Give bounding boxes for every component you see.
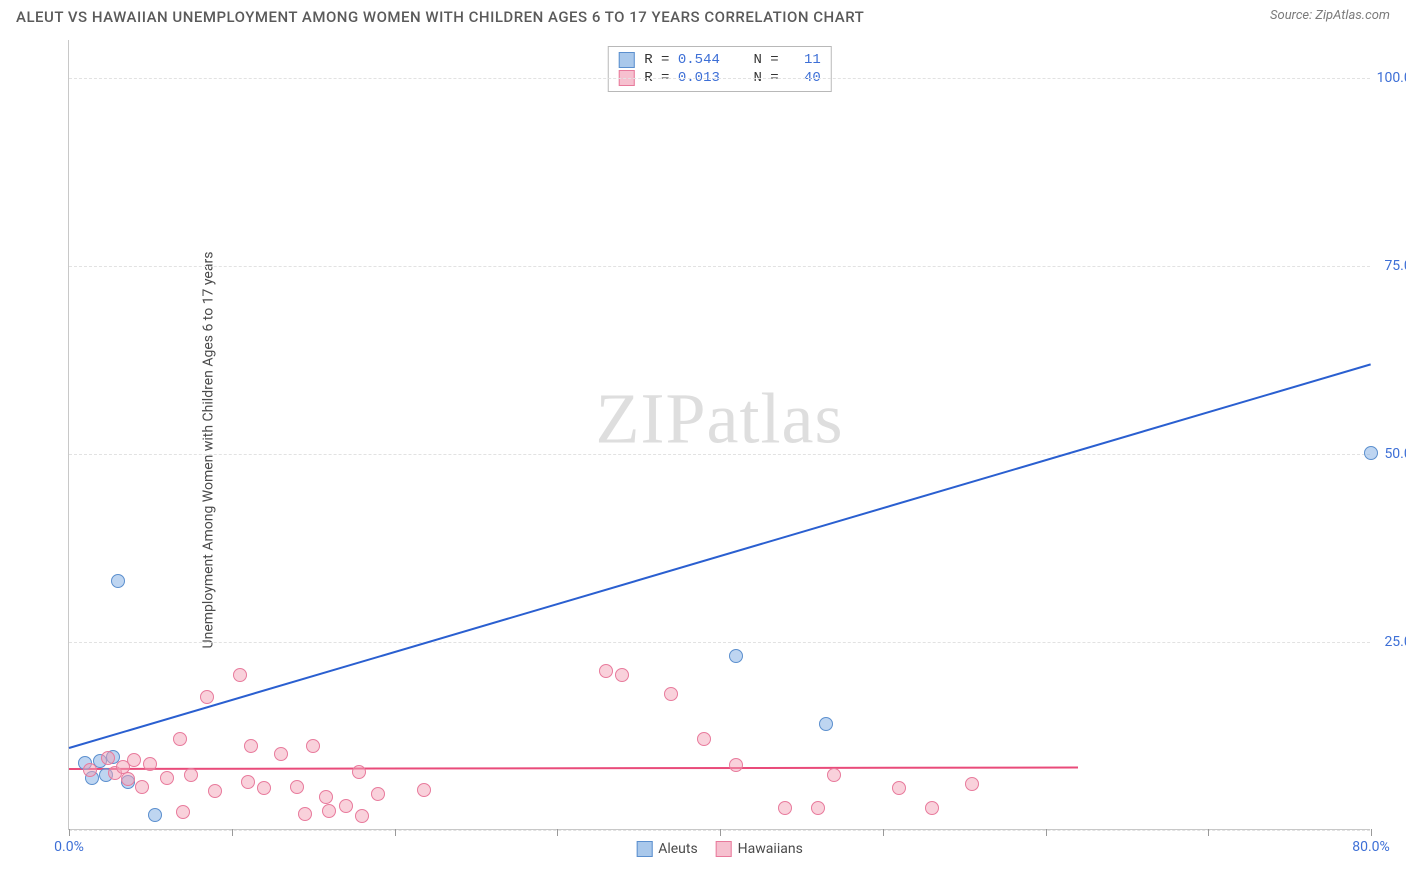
gridline-h	[69, 78, 1370, 79]
data-point-hawaiians	[274, 747, 288, 761]
data-point-aleuts	[819, 717, 833, 731]
data-point-hawaiians	[352, 765, 366, 779]
data-point-hawaiians	[371, 787, 385, 801]
data-point-hawaiians	[200, 690, 214, 704]
legend-swatch-hawaiians	[716, 841, 732, 857]
data-point-hawaiians	[160, 771, 174, 785]
stat-text-aleut: R = 0.544 N = 11	[644, 52, 821, 68]
data-point-hawaiians	[892, 781, 906, 795]
gridline-h	[69, 454, 1370, 455]
xtick-mark	[1371, 829, 1372, 836]
data-point-hawaiians	[173, 732, 187, 746]
legend-label-hawaiians: Hawaiians	[738, 841, 803, 857]
data-point-hawaiians	[811, 801, 825, 815]
plot-area: ZIPatlas R = 0.544 N = 11 R = 0.013	[68, 40, 1370, 830]
trend-line-hawaiians	[69, 767, 1078, 771]
legend-bottom: Aleuts Hawaiians	[636, 841, 803, 857]
data-point-hawaiians	[233, 668, 247, 682]
legend-item-hawaiians: Hawaiians	[716, 841, 803, 857]
chart-title: ALEUT VS HAWAIIAN UNEMPLOYMENT AMONG WOM…	[16, 8, 864, 26]
xtick-mark	[883, 829, 884, 836]
data-point-hawaiians	[729, 758, 743, 772]
data-point-hawaiians	[143, 757, 157, 771]
data-point-hawaiians	[827, 768, 841, 782]
data-point-hawaiians	[355, 809, 369, 823]
data-point-hawaiians	[965, 777, 979, 791]
xtick-mark	[69, 829, 70, 836]
xtick-label: 80.0%	[1352, 839, 1390, 855]
data-point-aleuts	[148, 808, 162, 822]
stat-n-label: N =	[754, 52, 779, 68]
chart-header: ALEUT VS HAWAIIAN UNEMPLOYMENT AMONG WOM…	[0, 0, 1406, 30]
data-point-hawaiians	[925, 801, 939, 815]
ytick-label: 25.0%	[1384, 634, 1406, 650]
data-point-aleuts	[1364, 446, 1378, 460]
xtick-mark	[395, 829, 396, 836]
chart-source: Source: ZipAtlas.com	[1270, 8, 1390, 23]
data-point-hawaiians	[135, 780, 149, 794]
data-point-hawaiians	[417, 783, 431, 797]
data-point-hawaiians	[290, 780, 304, 794]
stat-n-value-aleut: 11	[804, 52, 821, 68]
stat-row-aleut: R = 0.544 N = 11	[618, 51, 821, 69]
chart-container: Unemployment Among Women with Children A…	[50, 40, 1390, 860]
data-point-hawaiians	[778, 801, 792, 815]
data-point-hawaiians	[664, 687, 678, 701]
ytick-label: 100.0%	[1377, 70, 1406, 86]
watermark: ZIPatlas	[596, 377, 844, 460]
data-point-hawaiians	[127, 753, 141, 767]
data-point-hawaiians	[101, 751, 115, 765]
stat-swatch-aleut	[618, 52, 634, 68]
xtick-label: 0.0%	[54, 839, 84, 855]
data-point-hawaiians	[697, 732, 711, 746]
data-point-hawaiians	[322, 804, 336, 818]
watermark-zip: ZIP	[596, 378, 707, 458]
data-point-hawaiians	[339, 799, 353, 813]
watermark-atlas: atlas	[707, 378, 844, 458]
gridline-h	[69, 642, 1370, 643]
data-point-hawaiians	[184, 768, 198, 782]
stat-r-value-aleut: 0.544	[678, 52, 720, 68]
data-point-hawaiians	[208, 784, 222, 798]
data-point-hawaiians	[244, 739, 258, 753]
trend-line-aleuts	[69, 364, 1372, 750]
data-point-hawaiians	[257, 781, 271, 795]
data-point-hawaiians	[241, 775, 255, 789]
data-point-hawaiians	[306, 739, 320, 753]
xtick-mark	[232, 829, 233, 836]
xtick-mark	[720, 829, 721, 836]
data-point-hawaiians	[83, 763, 97, 777]
legend-label-aleuts: Aleuts	[658, 841, 697, 857]
xtick-mark	[1208, 829, 1209, 836]
data-point-aleuts	[111, 574, 125, 588]
ytick-label: 75.0%	[1384, 258, 1406, 274]
data-point-hawaiians	[298, 807, 312, 821]
xtick-mark	[557, 829, 558, 836]
ytick-label: 50.0%	[1384, 446, 1406, 462]
data-point-hawaiians	[615, 668, 629, 682]
data-point-hawaiians	[319, 790, 333, 804]
xtick-mark	[1046, 829, 1047, 836]
data-point-hawaiians	[599, 664, 613, 678]
gridline-h	[69, 266, 1370, 267]
stat-box: R = 0.544 N = 11 R = 0.013 N = 40	[607, 46, 832, 92]
data-point-hawaiians	[176, 805, 190, 819]
legend-swatch-aleuts	[636, 841, 652, 857]
legend-item-aleuts: Aleuts	[636, 841, 697, 857]
data-point-aleuts	[729, 649, 743, 663]
data-point-hawaiians	[121, 772, 135, 786]
stat-r-label: R =	[644, 52, 669, 68]
